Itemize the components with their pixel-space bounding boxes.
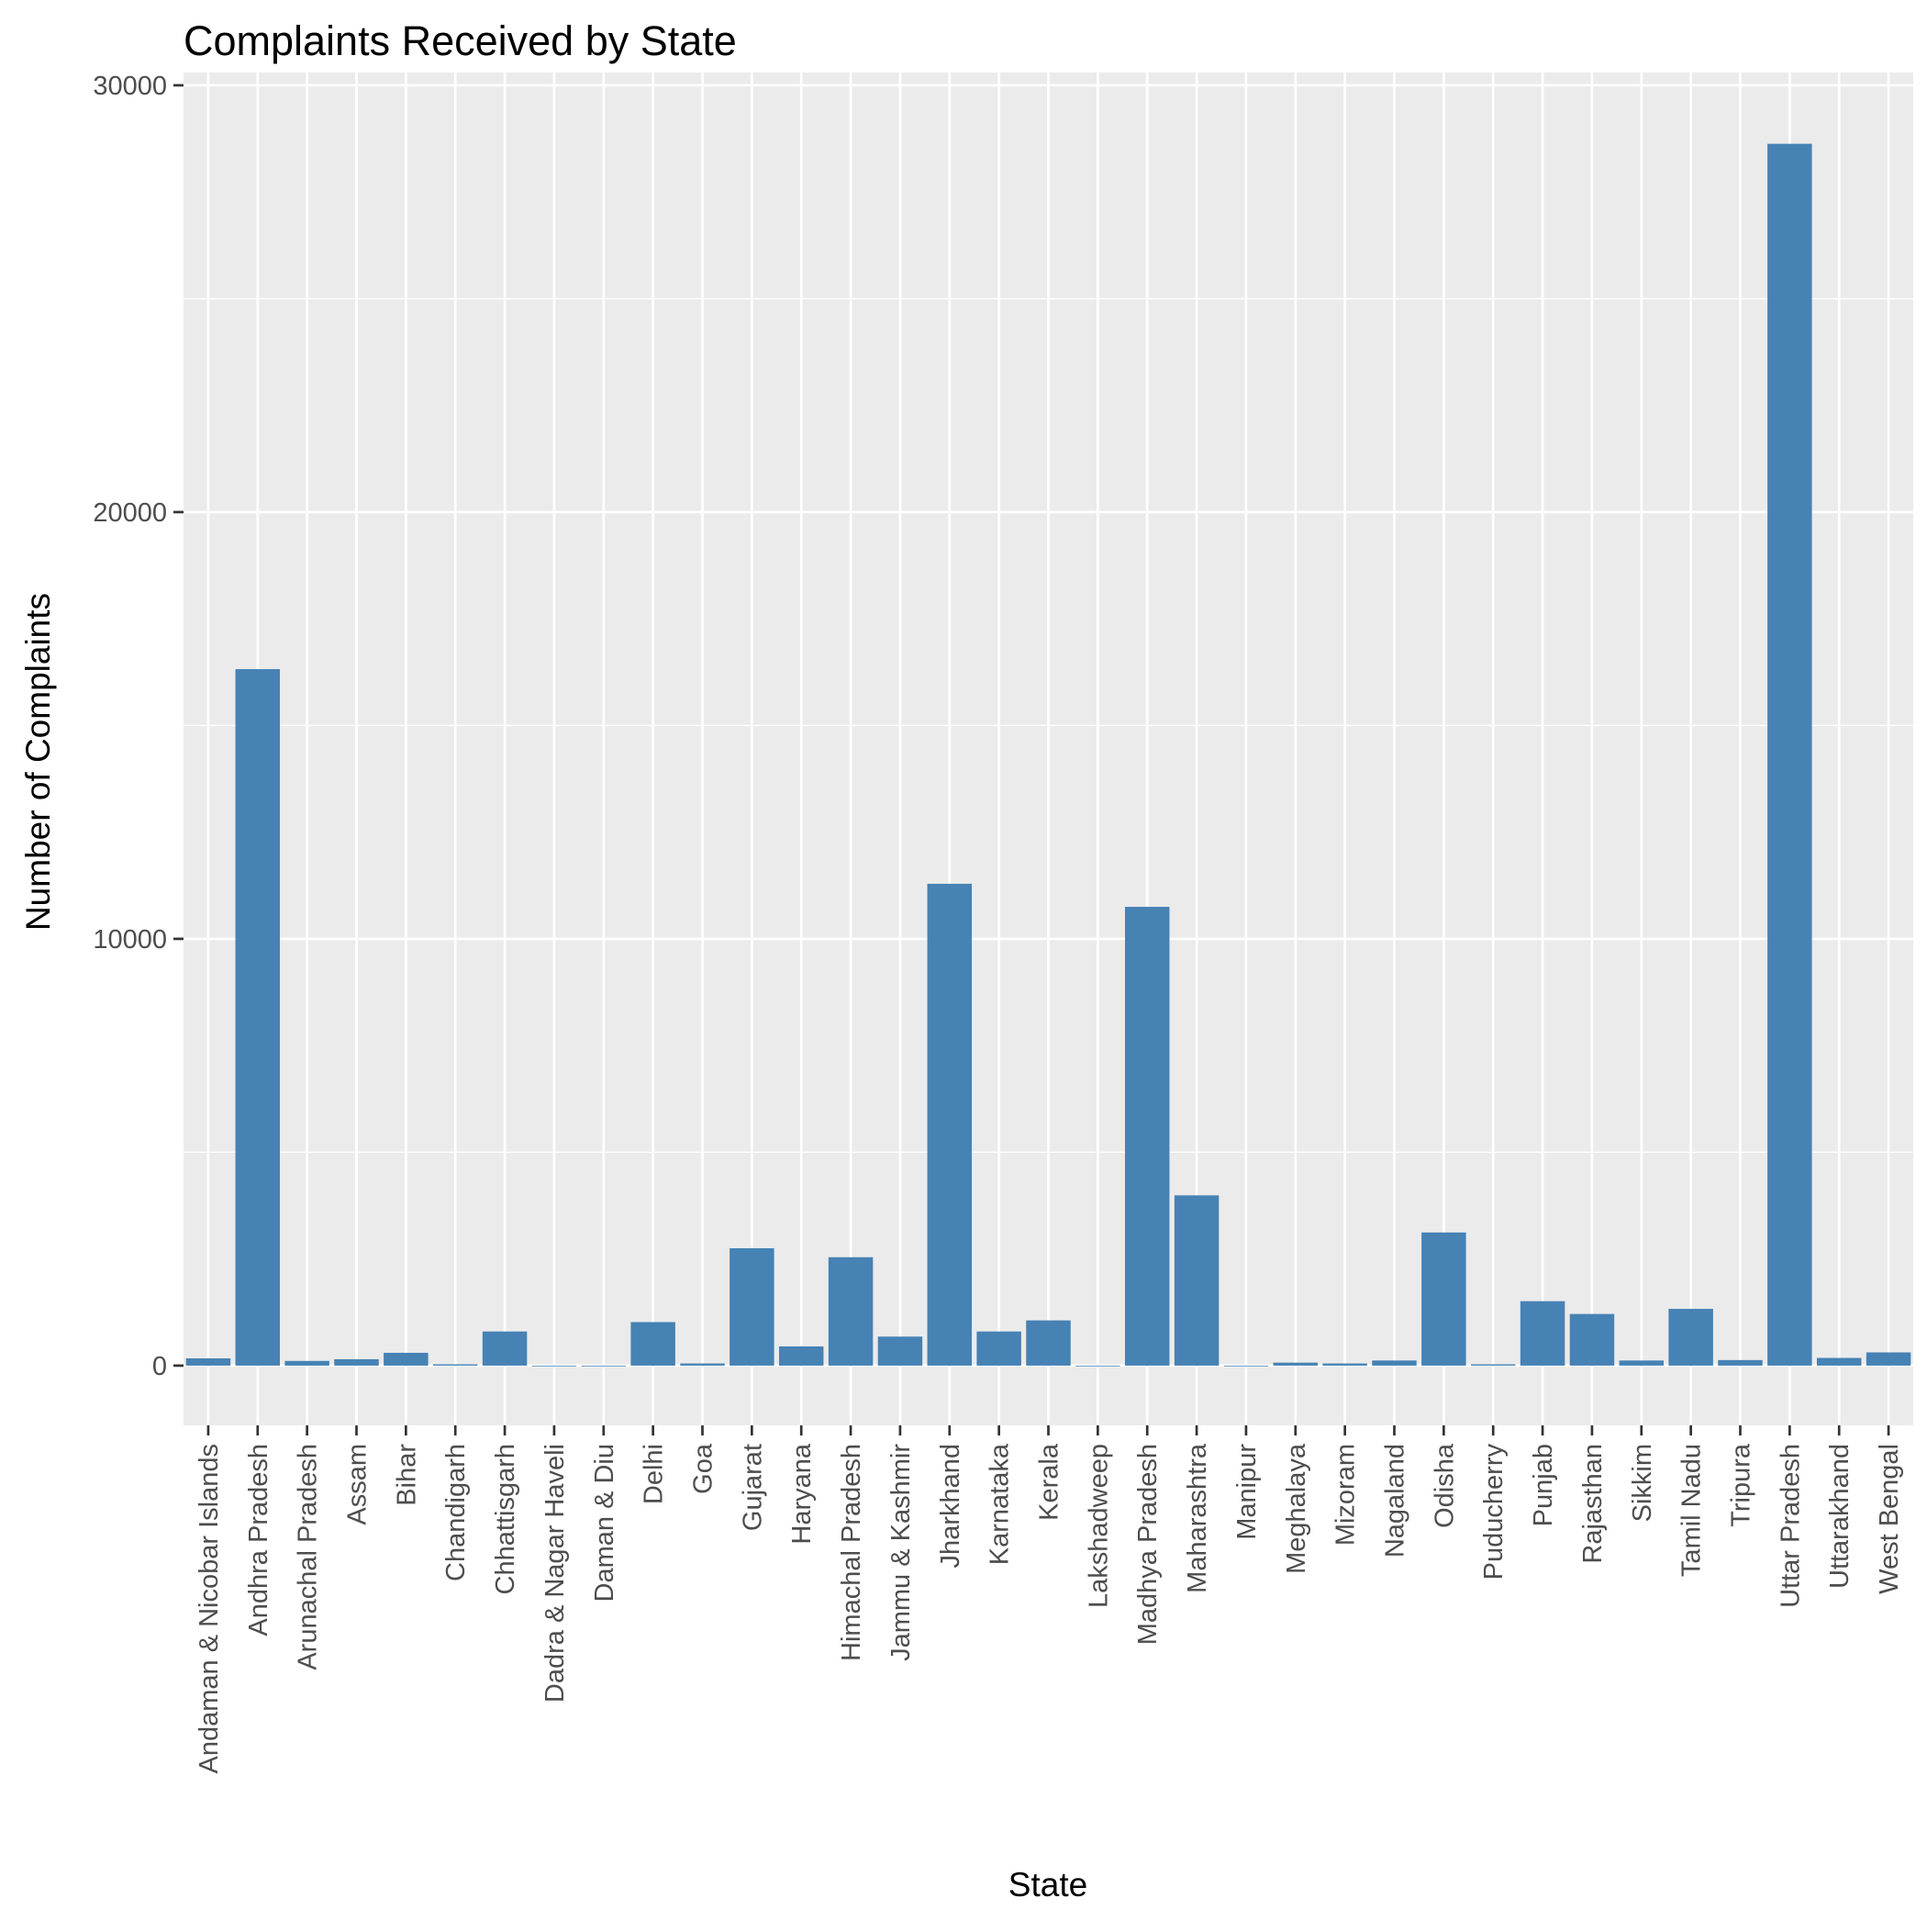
bar: [1223, 1365, 1269, 1367]
bar: [482, 1331, 528, 1366]
x-tick-label: Delhi: [640, 1444, 669, 1504]
x-tick-label: Daman & Diu: [590, 1444, 619, 1602]
x-tick-label: Chandigarh: [441, 1444, 471, 1581]
bar: [1124, 907, 1170, 1366]
x-tick-label: West Bengal: [1875, 1444, 1904, 1594]
bar: [828, 1256, 874, 1366]
bar: [1075, 1365, 1120, 1367]
x-tick-label: Sikkim: [1628, 1444, 1657, 1522]
bar: [630, 1322, 675, 1366]
x-tick-label: Tamil Nadu: [1677, 1444, 1707, 1577]
bar: [1372, 1360, 1417, 1366]
x-tick-label: Uttarakhand: [1825, 1444, 1855, 1589]
bar: [1569, 1313, 1615, 1366]
chart-title: Complaints Received by State: [184, 17, 737, 64]
x-tick-label: Goa: [689, 1443, 718, 1494]
x-tick-label: Bihar: [392, 1444, 421, 1506]
x-tick-label: Kerala: [1035, 1443, 1064, 1521]
x-tick-label: Madhya Pradesh: [1133, 1444, 1163, 1645]
bar: [1866, 1352, 1911, 1366]
bar: [531, 1365, 577, 1367]
bar: [976, 1331, 1021, 1366]
x-tick-label: Tripura: [1727, 1443, 1756, 1527]
bar: [581, 1365, 627, 1367]
bar: [778, 1346, 824, 1366]
x-tick-label: Jammu & Kashmir: [886, 1444, 916, 1661]
y-tick-label: 20000: [93, 498, 167, 528]
x-tick-label: Lakshadweep: [1084, 1444, 1113, 1608]
bars: [185, 143, 1911, 1367]
y-tick-label: 10000: [93, 925, 167, 955]
x-tick-label: Meghalaya: [1282, 1443, 1311, 1574]
x-tick-label: Gujarat: [738, 1444, 767, 1531]
x-tick-label: Uttar Pradesh: [1776, 1444, 1805, 1608]
x-tick-label: Mizoram: [1331, 1444, 1361, 1546]
bar: [384, 1352, 429, 1366]
bar: [1026, 1320, 1071, 1366]
x-tick-label: Andhra Pradesh: [244, 1444, 273, 1636]
x-tick-label: Jharkhand: [936, 1444, 965, 1568]
x-axis: Andaman & Nicobar Islands Andhra Pradesh A…: [195, 1425, 1904, 1773]
bar: [1767, 143, 1812, 1366]
bar: [432, 1364, 478, 1366]
bar: [1322, 1363, 1367, 1366]
bar: [334, 1358, 379, 1366]
bar: [730, 1248, 774, 1366]
bar: [877, 1336, 923, 1366]
x-tick-label: Manipur: [1232, 1444, 1262, 1540]
bar: [680, 1363, 725, 1366]
x-tick-label: Maharashtra: [1183, 1443, 1212, 1593]
x-tick-label: Himachal Pradesh: [837, 1444, 866, 1661]
bar: [235, 669, 281, 1366]
y-tick-label: 0: [152, 1352, 167, 1381]
y-tick-label: 30000: [93, 72, 167, 101]
x-tick-label: Haryana: [787, 1443, 817, 1544]
x-axis-title: State: [1008, 1866, 1087, 1904]
x-tick-label: Dadra & Nagar Haveli: [540, 1444, 570, 1703]
gridlines: [184, 73, 1913, 1425]
x-tick-label: Arunachal Pradesh: [294, 1444, 323, 1670]
y-axis-title: Number of Complaints: [19, 593, 57, 931]
bar: [1470, 1364, 1516, 1366]
bar: [1174, 1195, 1220, 1366]
bar: [284, 1360, 329, 1366]
x-tick-label: Nagaland: [1381, 1444, 1410, 1558]
x-tick-label: Puducherry: [1479, 1444, 1509, 1580]
bar: [185, 1357, 231, 1366]
x-tick-label: Chhattisgarh: [491, 1444, 520, 1594]
bar: [1816, 1357, 1862, 1366]
x-tick-label: Punjab: [1529, 1444, 1558, 1526]
bar: [927, 883, 973, 1366]
bar: [1520, 1301, 1565, 1366]
x-tick-label: Odisha: [1430, 1443, 1459, 1528]
bar: [1421, 1232, 1466, 1366]
bar: [1718, 1359, 1763, 1366]
bar: [1273, 1362, 1319, 1366]
x-tick-label: Andaman & Nicobar Islands: [195, 1444, 224, 1773]
x-tick-label: Assam: [343, 1444, 373, 1525]
y-axis: 0 10000 20000 30000: [93, 72, 184, 1381]
x-tick-label: Karnataka: [986, 1443, 1015, 1565]
bar: [1619, 1360, 1665, 1366]
x-tick-label: Rajasthan: [1578, 1444, 1608, 1564]
bar: [1668, 1309, 1713, 1366]
